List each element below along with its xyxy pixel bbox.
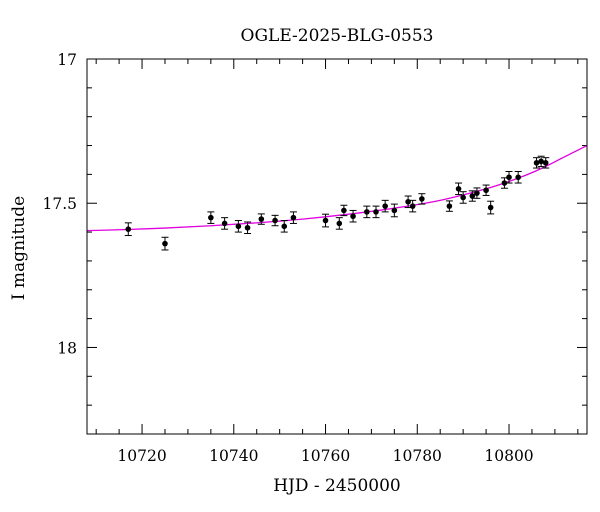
y-tick-label: 17.5 [42, 195, 77, 213]
x-axis-label: HJD - 2450000 [273, 476, 401, 496]
data-point [335, 217, 343, 230]
data-point [280, 220, 288, 233]
data-points [124, 155, 550, 251]
model-curve-group [86, 144, 588, 232]
data-point-marker [258, 216, 265, 222]
data-point [537, 155, 545, 168]
y-axis-label: I magnitude [9, 196, 29, 300]
data-point [271, 214, 279, 227]
data-point [161, 236, 169, 251]
data-point [482, 184, 490, 196]
axis-tick-labels: 10720 10740 10760 10780 10800 17 17.5 18 [42, 51, 533, 465]
chart-title: OGLE-2025-BLG-0553 [241, 26, 434, 46]
data-point [340, 204, 348, 217]
data-point-marker [460, 194, 466, 201]
data-point-marker [272, 217, 278, 224]
x-tick-label: 10800 [484, 447, 533, 465]
data-point-marker [125, 226, 132, 232]
data-point [363, 205, 371, 219]
data-point [381, 199, 389, 213]
data-point-marker [483, 187, 489, 194]
data-point [207, 211, 215, 224]
data-point-marker [446, 203, 453, 209]
data-point [289, 211, 297, 224]
data-point [221, 217, 229, 230]
data-point [234, 220, 242, 233]
data-point [505, 171, 513, 184]
y-tick-label: 17 [57, 51, 77, 69]
data-point-marker [419, 196, 425, 202]
data-point [459, 191, 467, 204]
data-point-marker [221, 220, 228, 227]
plot-frame [86, 58, 588, 435]
data-point-marker [542, 160, 549, 166]
data-point-marker [487, 204, 494, 211]
data-point-marker [341, 207, 347, 214]
data-point-marker [281, 223, 288, 230]
data-point [533, 157, 541, 169]
data-point [468, 190, 476, 202]
data-point-marker [350, 213, 356, 220]
data-point-marker [409, 203, 416, 209]
x-tick-label: 10760 [301, 447, 350, 465]
data-point [445, 200, 453, 212]
data-point-marker [382, 203, 388, 209]
data-point-marker [290, 214, 297, 221]
x-tick-label: 10720 [117, 447, 166, 465]
data-point [349, 209, 357, 223]
data-point-marker [322, 217, 329, 224]
data-point-marker [474, 190, 480, 196]
model-curve [86, 144, 588, 232]
data-point-marker [208, 214, 214, 221]
data-point-marker [391, 207, 398, 214]
x-tick-label: 10780 [393, 447, 442, 465]
data-point [542, 157, 550, 169]
data-point [455, 182, 463, 196]
data-point-marker [336, 220, 343, 227]
data-point-marker [455, 186, 462, 192]
data-point-marker [162, 240, 168, 247]
data-point-marker [235, 223, 242, 230]
y-tick-label: 18 [57, 339, 77, 357]
data-point-marker [373, 209, 379, 215]
data-point [418, 193, 426, 205]
data-point-marker [533, 160, 540, 166]
data-point-marker [501, 180, 508, 186]
x-tick-label: 10740 [209, 447, 258, 465]
data-point-marker [405, 198, 411, 205]
data-point-marker [244, 224, 251, 231]
data-point-marker [538, 158, 544, 165]
data-point [487, 200, 495, 215]
data-point [473, 187, 481, 199]
data-point [390, 203, 398, 218]
data-point [244, 221, 252, 235]
data-point-marker [515, 174, 521, 181]
data-point [514, 171, 522, 184]
data-point [372, 205, 380, 219]
data-point [322, 213, 330, 228]
data-point [257, 213, 265, 225]
data-point-marker [506, 174, 512, 181]
data-point-marker [364, 209, 370, 215]
data-point-marker [469, 193, 476, 199]
data-point [124, 222, 132, 237]
axis-ticks [87, 58, 587, 435]
data-point [409, 199, 417, 213]
